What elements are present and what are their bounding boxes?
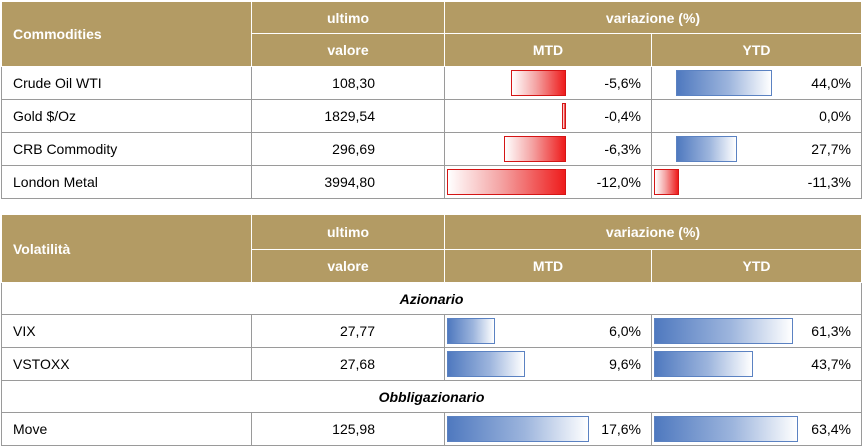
row-value: 1829,54 xyxy=(251,99,445,133)
row-name: VSTOXX xyxy=(1,347,252,381)
mtd-bar xyxy=(562,103,567,129)
table-row: Gold $/Oz 1829,54 -0,4% 0,0% xyxy=(1,99,862,133)
row-value: 27,68 xyxy=(251,347,445,381)
row-name: Crude Oil WTI xyxy=(1,66,252,100)
ytd-cell: 43,7% xyxy=(651,347,862,381)
mtd-value: -12,0% xyxy=(596,174,641,190)
ultimo-header: ultimo xyxy=(251,214,445,250)
mtd-cell: 9,6% xyxy=(444,347,652,381)
valore-header: valore xyxy=(251,33,445,67)
ytd-cell: 27,7% xyxy=(651,132,862,166)
row-name: CRB Commodity xyxy=(1,132,252,166)
mtd-header: MTD xyxy=(444,33,652,67)
row-name: VIX xyxy=(1,314,252,348)
ytd-value: 44,0% xyxy=(811,75,851,91)
row-name: London Metal xyxy=(1,165,252,199)
mtd-bar xyxy=(447,169,567,195)
mtd-bar xyxy=(447,351,525,377)
ytd-bar xyxy=(654,351,754,377)
ytd-bar xyxy=(654,318,794,344)
mtd-cell: 6,0% xyxy=(444,314,652,348)
ytd-value: 0,0% xyxy=(819,108,851,124)
mtd-value: -0,4% xyxy=(604,108,641,124)
mtd-bar xyxy=(503,136,567,162)
section-heading-azionario: Azionario xyxy=(1,282,862,315)
row-value: 3994,80 xyxy=(251,165,445,199)
ytd-header: YTD xyxy=(651,249,862,283)
variazione-header: variazione (%) xyxy=(444,1,862,34)
section-heading-obbligazionario: Obbligazionario xyxy=(1,380,862,413)
table-row: VSTOXX 27,68 9,6% 43,7% xyxy=(1,347,862,381)
row-value: 27,77 xyxy=(251,314,445,348)
ytd-value: -11,3% xyxy=(807,174,851,190)
mtd-bar xyxy=(510,70,567,96)
mtd-cell: -0,4% xyxy=(444,99,652,133)
ytd-header: YTD xyxy=(651,33,862,67)
row-value: 125,98 xyxy=(251,412,445,446)
row-value: 108,30 xyxy=(251,66,445,100)
ytd-value: 63,4% xyxy=(811,421,851,437)
ultimo-header: ultimo xyxy=(251,1,445,34)
mtd-header: MTD xyxy=(444,249,652,283)
table-row: CRB Commodity 296,69 -6,3% 27,7% xyxy=(1,132,862,166)
mtd-cell: -5,6% xyxy=(444,66,652,100)
mtd-bar xyxy=(447,416,590,442)
commodities-header: Commodities xyxy=(1,1,252,67)
mtd-value: 17,6% xyxy=(601,421,641,437)
mtd-value: -5,6% xyxy=(604,75,641,91)
mtd-value: 6,0% xyxy=(609,323,641,339)
ytd-bar xyxy=(676,70,773,96)
ytd-cell: -11,3% xyxy=(651,165,862,199)
mtd-bar xyxy=(447,318,496,344)
mtd-cell: -6,3% xyxy=(444,132,652,166)
ytd-cell: 61,3% xyxy=(651,314,862,348)
ytd-value: 27,7% xyxy=(811,141,851,157)
table-row: VIX 27,77 6,0% 61,3% xyxy=(1,314,862,348)
mtd-cell: -12,0% xyxy=(444,165,652,199)
mtd-value: -6,3% xyxy=(604,141,641,157)
ytd-cell: 0,0% xyxy=(651,99,862,133)
mtd-cell: 17,6% xyxy=(444,412,652,446)
ytd-value: 43,7% xyxy=(811,356,851,372)
ytd-bar xyxy=(676,136,737,162)
valore-header: valore xyxy=(251,249,445,283)
row-name: Move xyxy=(1,412,252,446)
ytd-cell: 63,4% xyxy=(651,412,862,446)
table-row: London Metal 3994,80 -12,0% -11,3% xyxy=(1,165,862,199)
variazione-header: variazione (%) xyxy=(444,214,862,250)
table-row: Move 125,98 17,6% 63,4% xyxy=(1,412,862,446)
volatility-table: Volatilità ultimo variazione (%) valore … xyxy=(1,214,862,446)
volatility-header: Volatilità xyxy=(1,214,252,283)
commodities-table: Commodities ultimo variazione (%) valore… xyxy=(1,1,862,199)
ytd-bar xyxy=(654,169,679,195)
ytd-bar xyxy=(654,416,799,442)
row-name: Gold $/Oz xyxy=(1,99,252,133)
ytd-value: 61,3% xyxy=(811,323,851,339)
ytd-cell: 44,0% xyxy=(651,66,862,100)
table-row: Crude Oil WTI 108,30 -5,6% 44,0% xyxy=(1,66,862,100)
row-value: 296,69 xyxy=(251,132,445,166)
mtd-value: 9,6% xyxy=(609,356,641,372)
